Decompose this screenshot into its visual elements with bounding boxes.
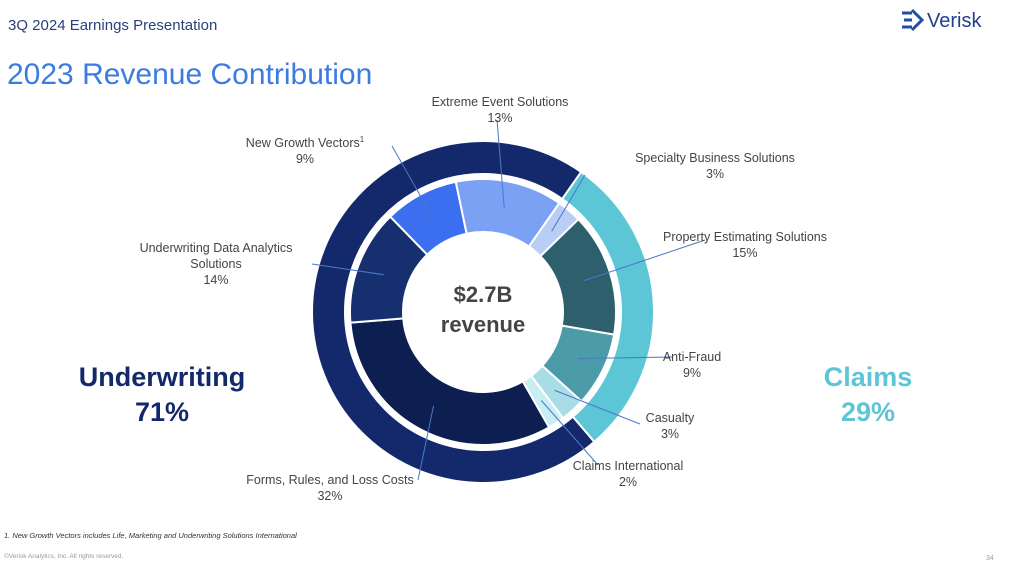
inner-wedge: [454, 178, 561, 248]
leader-line: [584, 239, 706, 282]
slice-name: New Growth Vectors: [245, 136, 360, 151]
leader-line: [578, 356, 673, 359]
slice-value: 15%: [732, 246, 758, 260]
leader-line: [540, 400, 599, 466]
leader-line: [417, 405, 435, 481]
center-label: revenue: [441, 312, 525, 337]
slice-label: Casualty 3%: [610, 410, 730, 442]
slice-value: 3%: [705, 167, 725, 181]
slice-label: Underwriting Data Analytics Solutions 14%: [126, 240, 306, 288]
slice-name: Claims International: [572, 459, 684, 473]
slice-label: Property Estimating Solutions 15%: [635, 229, 855, 261]
slice-name: Forms, Rules, and Loss Costs: [246, 473, 414, 487]
copyright: ©Verisk Analytics, Inc. All rights reser…: [4, 553, 124, 560]
slice-name: Anti-Fraud: [662, 350, 722, 364]
group-label: Claims 29%: [824, 360, 913, 430]
leader-line: [391, 145, 434, 219]
slice-name: Extreme Event Solutions: [431, 95, 569, 109]
leader-line: [496, 119, 505, 209]
center-value: $2.7B: [454, 282, 513, 307]
group-name: Underwriting: [78, 362, 246, 392]
leader-line: [311, 263, 384, 276]
presentation-name: 3Q 2024 Earnings Presentation: [8, 17, 218, 34]
slide-title: 2023 Revenue Contribution: [7, 58, 373, 91]
slice-name: Specialty Business Solutions: [635, 151, 795, 165]
slice-name: Property Estimating Solutions: [663, 230, 827, 244]
slice-value: 14%: [203, 273, 229, 287]
slice-value: 3%: [660, 427, 680, 441]
logo: Verisk: [927, 10, 982, 32]
leader-line: [551, 174, 586, 232]
group-value: 29%: [840, 397, 896, 427]
slice-label: New Growth Vectors1 9%: [230, 132, 380, 167]
slice-value: 32%: [317, 489, 343, 503]
page-number: 34: [986, 555, 994, 562]
slice-value: 2%: [618, 475, 638, 489]
slice-label: Claims International 2%: [553, 458, 703, 490]
note-ref: 1: [359, 135, 365, 144]
inner-wedge: [349, 317, 551, 446]
group-label: Underwriting 71%: [79, 360, 246, 430]
slice-name: Casualty: [645, 411, 695, 425]
outer-wedge: [311, 140, 596, 484]
slice-name: Underwriting Data Analytics Solutions: [139, 241, 293, 271]
group-name: Claims: [823, 362, 913, 392]
slice-label: Anti-Fraud 9%: [632, 349, 752, 381]
slice-label: Extreme Event Solutions 13%: [400, 94, 600, 126]
slice-value: 9%: [682, 366, 702, 380]
slice-label: Specialty Business Solutions 3%: [605, 150, 825, 182]
slice-value: 9%: [295, 152, 315, 167]
leader-line: [554, 389, 641, 425]
footnote: 1. New Growth Vectors includes Life, Mar…: [4, 531, 297, 540]
group-value: 71%: [134, 397, 190, 427]
logo-icon: [902, 8, 925, 32]
slice-value: 13%: [487, 111, 513, 125]
slice-label: Forms, Rules, and Loss Costs 32%: [220, 472, 440, 504]
